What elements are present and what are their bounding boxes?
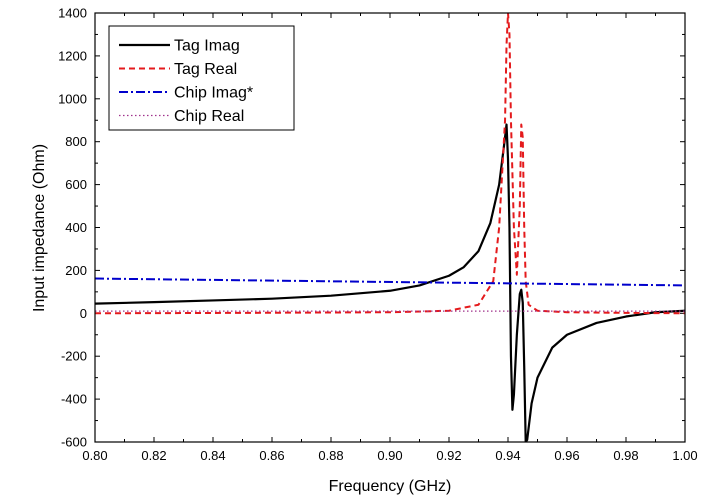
y-tick-label: -400	[61, 392, 87, 407]
x-tick-label: 1.00	[672, 448, 697, 463]
x-axis-title: Frequency (GHz)	[329, 478, 452, 495]
x-tick-label: 0.98	[613, 448, 638, 463]
legend: Tag Imag Tag Real Chip Imag* Chip Real	[108, 25, 295, 131]
y-tick-label: -200	[61, 349, 87, 364]
y-tick-label: 600	[65, 177, 87, 192]
legend-label: Tag Real	[174, 61, 237, 78]
x-tick-label: 0.96	[554, 448, 579, 463]
y-tick-label: 200	[65, 263, 87, 278]
legend-label: Chip Imag*	[174, 85, 253, 102]
x-tick-label: 0.82	[141, 448, 166, 463]
x-tick-label: 0.94	[495, 448, 520, 463]
legend-entries: Tag Imag Tag Real Chip Imag* Chip Real	[119, 38, 253, 125]
y-axis-title: Input impedance (Ohm)	[31, 144, 48, 312]
y-tick-label: 400	[65, 220, 87, 235]
legend-label: Chip Real	[174, 108, 244, 125]
x-tick-label: 0.92	[436, 448, 461, 463]
plot-frame	[94, 12, 686, 443]
y-tick-label: -600	[61, 435, 87, 450]
series-line-2	[95, 13, 685, 315]
x-tick-label: 0.86	[259, 448, 284, 463]
tick-labels: 0.80 0.82 0.84 0.86 0.88 0.90 0.92 0.94 0.96 0.98…	[58, 6, 698, 464]
x-tick-label: 0.90	[377, 448, 402, 463]
series-line-1	[95, 123, 685, 442]
y-tick-label: 1400	[58, 6, 87, 21]
y-tick-label: 1200	[58, 48, 87, 63]
series-layer	[95, 13, 685, 442]
x-tick-label: 0.84	[200, 448, 225, 463]
x-tick-label: 0.80	[82, 448, 107, 463]
series-line-3	[95, 277, 685, 287]
y-tick-label: 1000	[58, 91, 87, 106]
y-tick-label: 0	[80, 306, 87, 321]
legend-label: Tag Imag	[174, 38, 240, 55]
y-tick-label: 800	[65, 134, 87, 149]
x-tick-label: 0.88	[318, 448, 343, 463]
legend-box	[108, 25, 295, 131]
